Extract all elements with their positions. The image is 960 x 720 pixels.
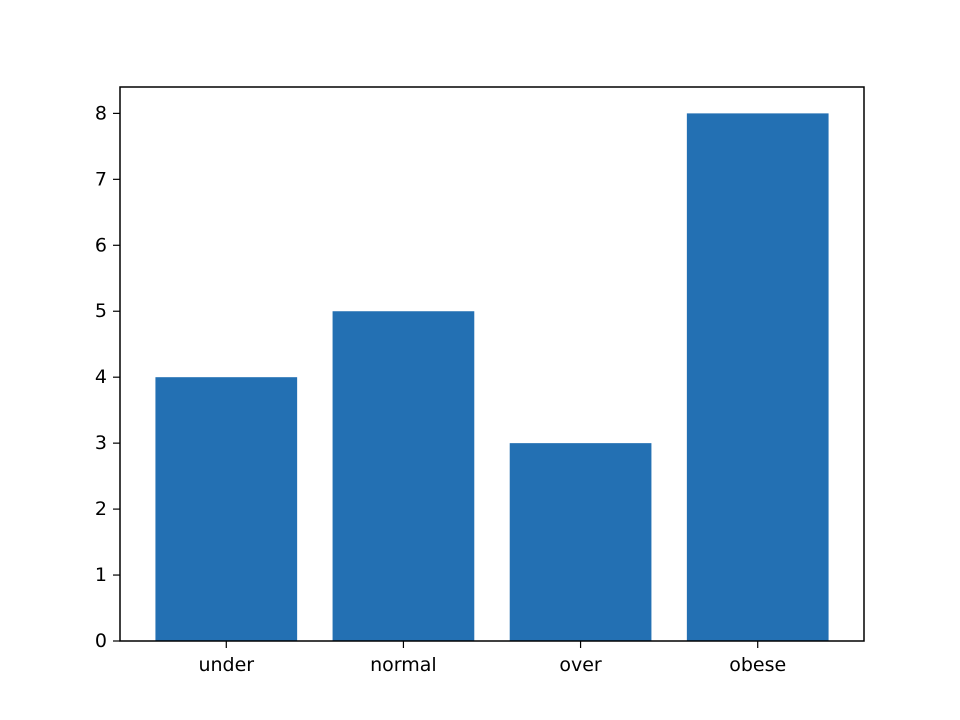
- y-tick-label: 6: [95, 234, 107, 256]
- y-tick-label: 0: [95, 630, 107, 652]
- x-tick-label: obese: [729, 654, 786, 676]
- bar-under: [155, 377, 298, 641]
- y-tick-label: 4: [95, 366, 107, 388]
- y-tick-label: 5: [95, 300, 107, 322]
- bar-normal: [332, 311, 475, 641]
- plot-frame: [119, 86, 865, 642]
- x-tick-label: normal: [370, 654, 437, 676]
- y-axis: 0 1 2 3 4 5 6 7 8: [95, 102, 120, 652]
- x-tick-label: under: [198, 654, 254, 676]
- y-tick-label: 7: [95, 168, 107, 190]
- bars-group: [155, 113, 829, 641]
- x-tick-label: over: [559, 654, 602, 676]
- y-tick-label: 3: [95, 432, 107, 454]
- bar-obese: [686, 113, 829, 641]
- y-tick-label: 1: [95, 564, 107, 586]
- bar-over: [509, 443, 652, 641]
- y-tick-label: 8: [95, 102, 107, 124]
- y-tick-label: 2: [95, 498, 107, 520]
- x-axis: under normal over obese: [198, 641, 786, 676]
